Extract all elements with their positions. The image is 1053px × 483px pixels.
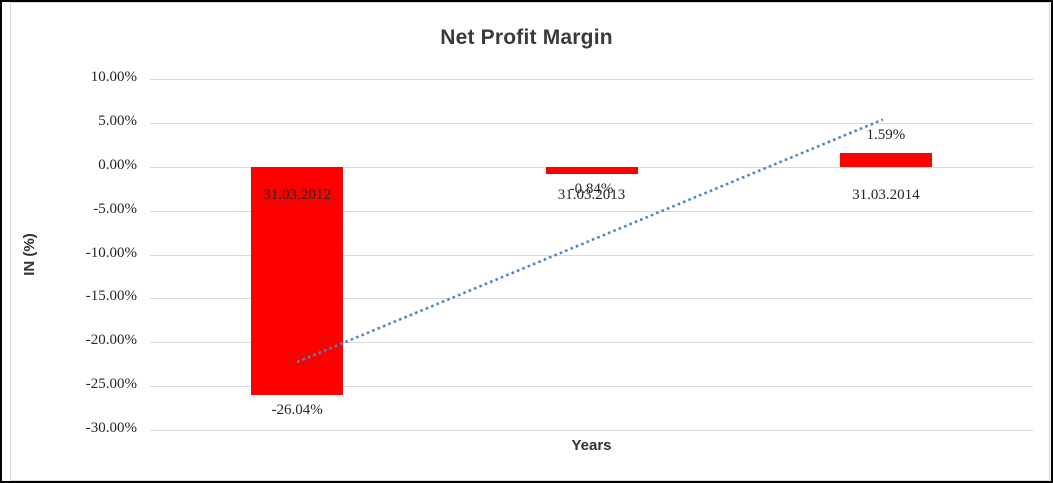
bar-31.03.2013 [545,166,638,175]
data-label: 1.59% [866,126,906,143]
gridline [150,342,1033,344]
gridline [150,386,1033,388]
y-tick-label: -30.00% [85,420,137,436]
gridline [150,298,1033,300]
y-tick-label: -20.00% [85,332,137,349]
gridline [150,430,1033,431]
gridline [150,79,1033,80]
y-tick-label: -15.00% [85,288,137,305]
y-tick-label: 5.00% [98,112,137,129]
y-tick-label: -10.00% [85,244,137,261]
chart-title: Net Profit Margin [440,26,613,49]
chart-frame [10,2,1050,481]
category-label: 31.03.2012 [263,186,331,203]
category-label: 31.03.2013 [557,186,626,203]
data-label: -0.84% [569,181,614,198]
data-label: -26.04% [271,402,323,419]
y-tick-label: -5.00% [93,200,137,217]
y-tick-label: 0.00% [98,156,137,173]
gridline [150,254,1033,256]
trendline-dotted-line [296,118,884,364]
y-tick-label: -25.00% [85,376,137,393]
x-axis-title: Years [571,437,612,454]
bar-31.03.2014 [839,152,932,167]
category-label: 31.03.2014 [852,186,920,203]
gridline [150,210,1033,212]
bar-31.03.2012 [251,166,344,396]
plot-area [150,79,1033,431]
gridline [150,122,1033,124]
y-tick-label: 10.00% [90,69,137,85]
